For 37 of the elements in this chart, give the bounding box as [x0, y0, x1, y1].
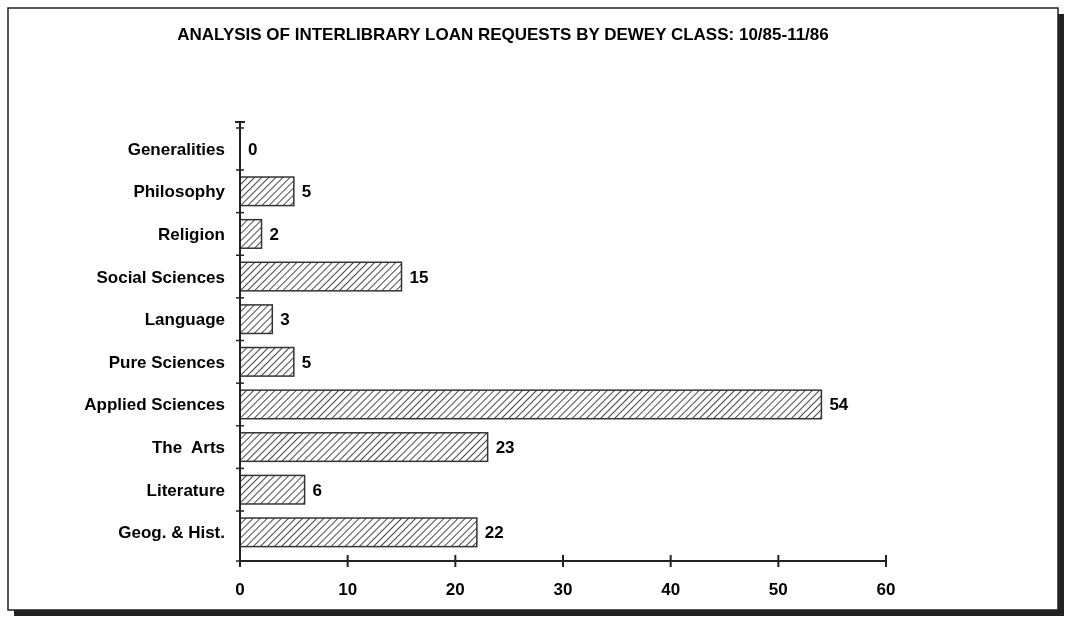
- x-tick-label: 40: [661, 580, 681, 599]
- x-tick-label: 50: [768, 580, 788, 599]
- y-tick-label: Language: [144, 310, 225, 330]
- data-label: 5: [301, 182, 312, 202]
- data-label: 54: [829, 395, 849, 415]
- x-tick-label: 30: [553, 580, 573, 599]
- y-tick-label: The Arts: [151, 438, 225, 458]
- bar: [239, 432, 489, 463]
- chart-title: ANALYSIS OF INTERLIBRARY LOAN REQUESTS BY DEWEY CLASS: 10/85-11/86: [177, 25, 829, 44]
- y-tick-label: Pure Sciences: [108, 352, 225, 372]
- bar: [239, 346, 295, 377]
- data-label: 6: [312, 480, 323, 500]
- bar: [239, 218, 263, 249]
- data-label: 22: [484, 523, 504, 543]
- bar: [239, 517, 478, 548]
- bar: [239, 474, 306, 505]
- x-tick-label: 10: [338, 580, 358, 599]
- data-label: 15: [409, 267, 429, 287]
- bar: [239, 304, 274, 335]
- bar: [239, 261, 403, 292]
- y-tick-label: Geog. & Hist.: [118, 523, 225, 543]
- y-tick-label: Generalities: [127, 139, 225, 159]
- data-label: 2: [269, 224, 279, 244]
- bar: [239, 176, 295, 207]
- y-tick-label: Social Sciences: [96, 267, 225, 287]
- y-tick-label: Religion: [157, 224, 225, 244]
- data-label: 23: [495, 438, 515, 458]
- data-label: 5: [301, 352, 312, 372]
- data-label: 0: [248, 139, 258, 159]
- x-tick-label: 60: [876, 580, 896, 599]
- bar: [239, 389, 823, 420]
- y-tick-label: Applied Sciences: [84, 395, 225, 415]
- data-label: 3: [280, 310, 290, 330]
- y-tick-label: Literature: [146, 480, 225, 500]
- y-tick-label: Philosophy: [133, 182, 226, 202]
- x-tick-label: 0: [235, 580, 245, 599]
- x-tick-label: 20: [445, 580, 465, 599]
